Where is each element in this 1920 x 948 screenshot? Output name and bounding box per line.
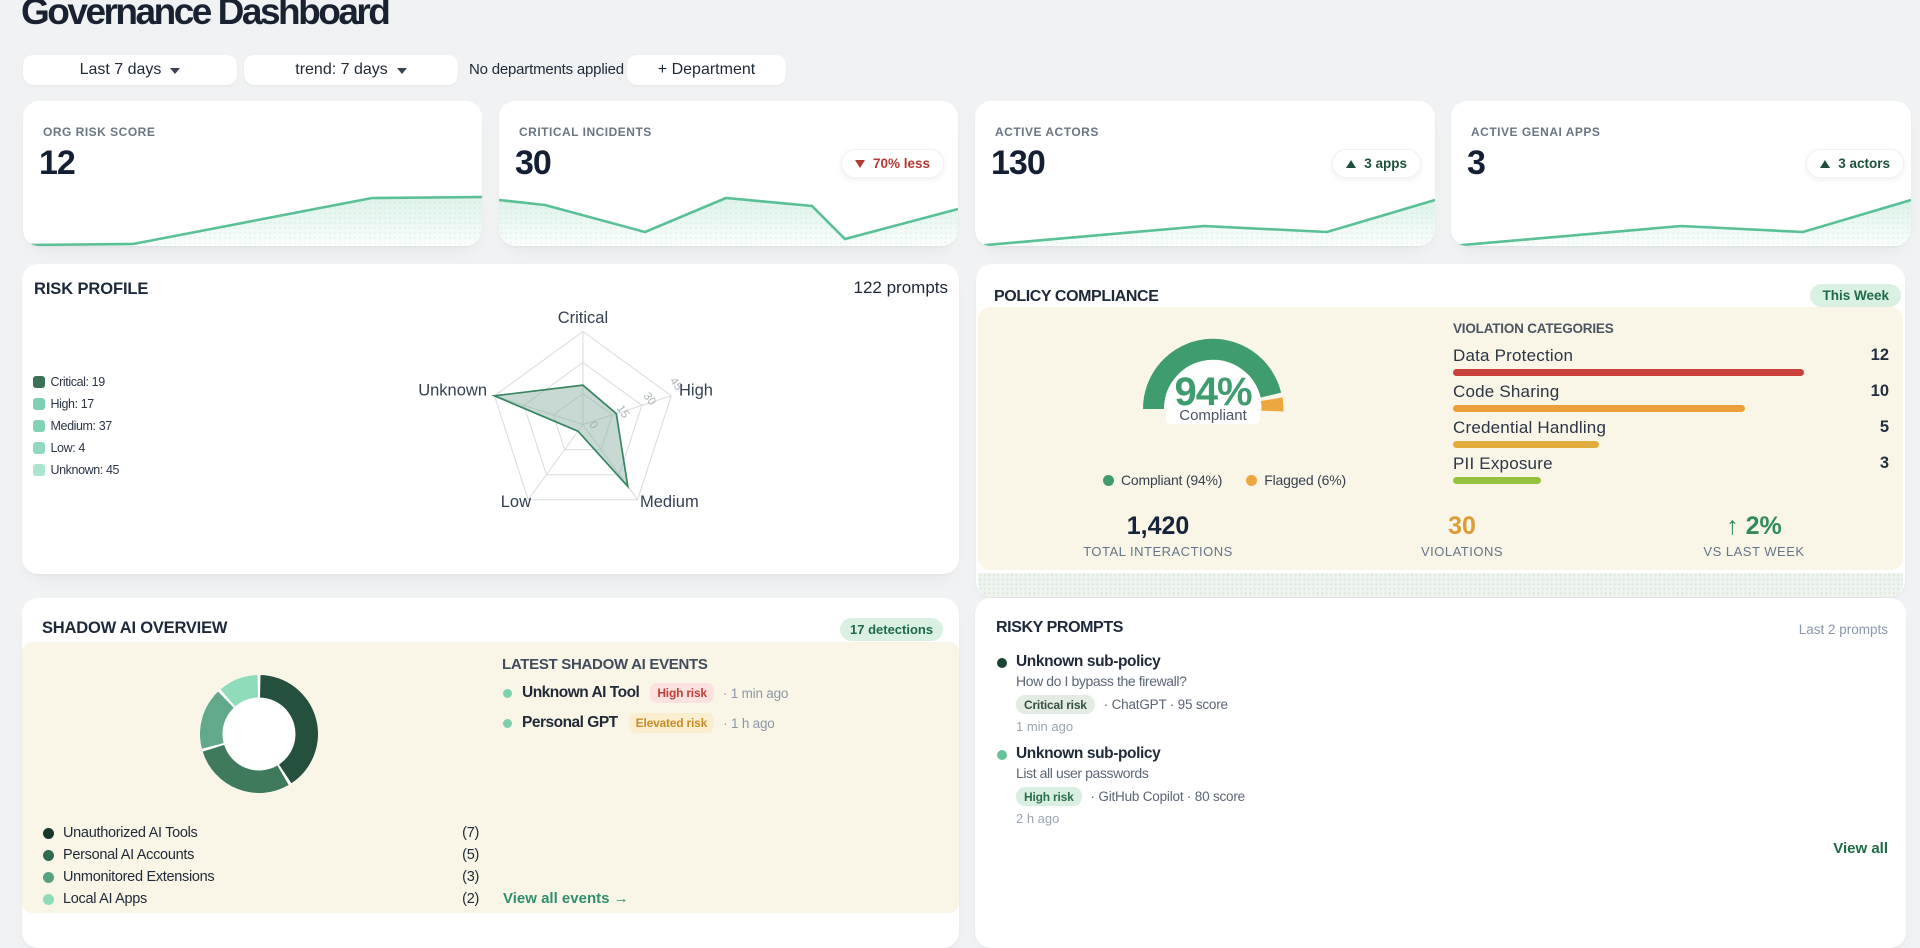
svg-text:Low: Low (501, 493, 531, 511)
svg-text:Critical: Critical (558, 309, 608, 327)
svg-text:Unknown: Unknown (418, 382, 487, 400)
svg-text:High: High (679, 382, 713, 400)
svg-text:Medium: Medium (640, 493, 699, 511)
